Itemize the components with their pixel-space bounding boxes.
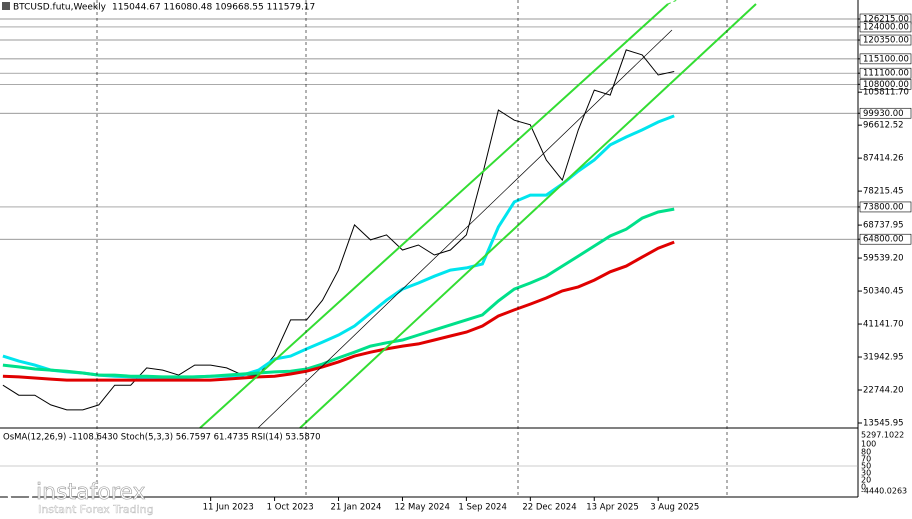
trend-line: [257, 29, 673, 429]
series-line: [2, 240, 675, 382]
x-tick-label: 1 Sep 2024: [458, 503, 506, 513]
x-tick-label: 3 Aug 2025: [650, 503, 699, 513]
series-line: [2, 207, 675, 379]
channel-line: [199, 3, 669, 429]
oscillator-scale-label: 30: [861, 469, 871, 478]
y-tick-label: 13545.95: [863, 419, 904, 429]
y-tick-label: 78215.45: [863, 187, 904, 197]
level-label-box: [859, 233, 912, 245]
y-tick-label: 105811.70: [863, 88, 909, 98]
x-tick-label: 22 Dec 2024: [522, 503, 576, 513]
y-tick-label: 108000.00: [863, 80, 909, 90]
y-tick-label: 124000.00: [863, 22, 909, 32]
x-tick-label: 11 Jun 2023: [203, 503, 254, 513]
y-tick-label: 31942.95: [863, 353, 904, 363]
y-tick-label: 59539.20: [863, 254, 904, 264]
oscillator-title: OsMA(12,26,9) -1108.6430 Stoch(5,3,3) 56…: [3, 433, 321, 443]
level-label-box: [859, 53, 912, 65]
oscillator-scale-label: 100: [861, 440, 876, 449]
level-label-box: [859, 107, 912, 119]
y-tick-label: 126215.00: [863, 15, 909, 25]
y-tick-label: 120350.00: [863, 36, 909, 46]
level-label-box: [859, 79, 912, 90]
oscillator-scale-label: 5297.1022: [861, 431, 904, 440]
level-label-box: [859, 34, 912, 46]
series-line: [2, 49, 675, 411]
level-label-box: [859, 21, 912, 33]
ohlc: 115044.67 116080.48 109668.55 111579.17: [112, 3, 315, 13]
y-tick-label: 87414.26: [863, 154, 904, 164]
logo: instaforex Instant Forex Trading: [7, 480, 154, 516]
oscillator-scale-label: 50: [861, 462, 871, 471]
x-tick-label: 13 Apr 2025: [586, 503, 639, 513]
symbol-icon: [2, 2, 10, 10]
logo-icon: [7, 481, 33, 507]
channel-line: [299, 3, 757, 429]
oscillator-scale-label: 20: [861, 476, 871, 485]
level-label-box: [859, 201, 912, 213]
logo-tagline: Instant Forex Trading: [38, 503, 154, 516]
y-tick-label: 22744.20: [863, 386, 904, 396]
oscillator-scale-label: -4440.0263: [861, 487, 907, 496]
oscillator-scale-label: 80: [861, 448, 871, 457]
y-tick-label: 99930.00: [863, 109, 904, 119]
y-tick-label: 50340.45: [863, 287, 904, 297]
y-tick-label: 64800.00: [863, 235, 904, 245]
y-tick-label: 68737.95: [863, 221, 904, 231]
oscillator-scale-label: 70: [861, 455, 871, 464]
x-tick-label: 12 May 2024: [394, 503, 449, 513]
y-tick-label: 115100.00: [863, 54, 909, 64]
y-tick-label: 73800.00: [863, 202, 904, 212]
y-tick-label: 96612.52: [863, 121, 904, 131]
x-tick-label: 1 Oct 2023: [267, 503, 314, 513]
level-label-box: [859, 67, 912, 79]
x-tick-label: 21 Jan 2024: [331, 503, 382, 513]
logo-name: instaforex: [36, 480, 146, 505]
oscillator-scale-label: 0: [861, 483, 866, 492]
symbol: BTCUSD.futu,Weekly: [13, 3, 107, 13]
y-tick-label: 41141.70: [863, 320, 904, 330]
y-tick-label: 111100.00: [863, 69, 909, 79]
